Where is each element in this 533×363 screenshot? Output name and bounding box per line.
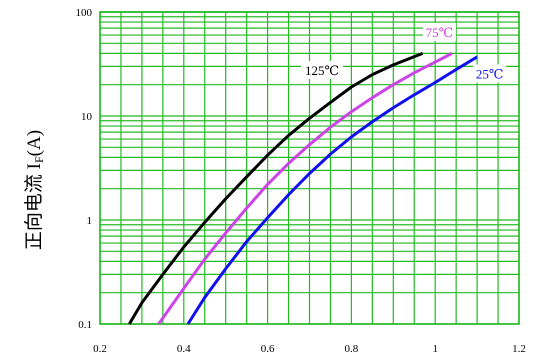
series-annotation: 125℃ <box>305 63 339 78</box>
tick-layer: 0.2 0.4 0.6 0.8 1 1.2 0.1 1 10 100 <box>76 7 526 355</box>
y-axis-label-suffix: (A) <box>24 130 45 156</box>
y-tick-label: 1 <box>87 215 93 227</box>
series-line-0 <box>128 51 424 325</box>
x-tick-label: 1 <box>432 343 438 355</box>
grid-layer <box>99 11 520 325</box>
x-tick-label: 0.8 <box>345 343 359 355</box>
y-axis-label: 正向电流 IF(A) <box>23 130 46 250</box>
y-axis-label-subscript: F <box>32 156 46 163</box>
plot-frame <box>99 11 520 325</box>
annotation-background <box>301 60 344 79</box>
series-line-2 <box>186 55 478 325</box>
x-tick-label: 0.6 <box>261 343 275 355</box>
y-axis-label-main: 正向电流 I <box>23 163 45 250</box>
y-tick-label: 100 <box>76 7 93 19</box>
x-tick-label: 0.2 <box>93 343 107 355</box>
series-annotation: 25℃ <box>476 66 504 81</box>
y-tick-label: 0.1 <box>78 319 92 331</box>
annotation-background <box>473 64 507 83</box>
annotation-background <box>422 23 456 42</box>
series-line-1 <box>157 52 453 325</box>
y-tick-label: 10 <box>81 111 93 123</box>
series-layer <box>128 51 478 325</box>
x-tick-label: 0.4 <box>177 343 191 355</box>
series-annotation: 75℃ <box>426 25 454 40</box>
x-tick-label: 1.2 <box>512 343 526 355</box>
annotation-layer: 125℃ 75℃ 25℃ <box>301 23 507 83</box>
